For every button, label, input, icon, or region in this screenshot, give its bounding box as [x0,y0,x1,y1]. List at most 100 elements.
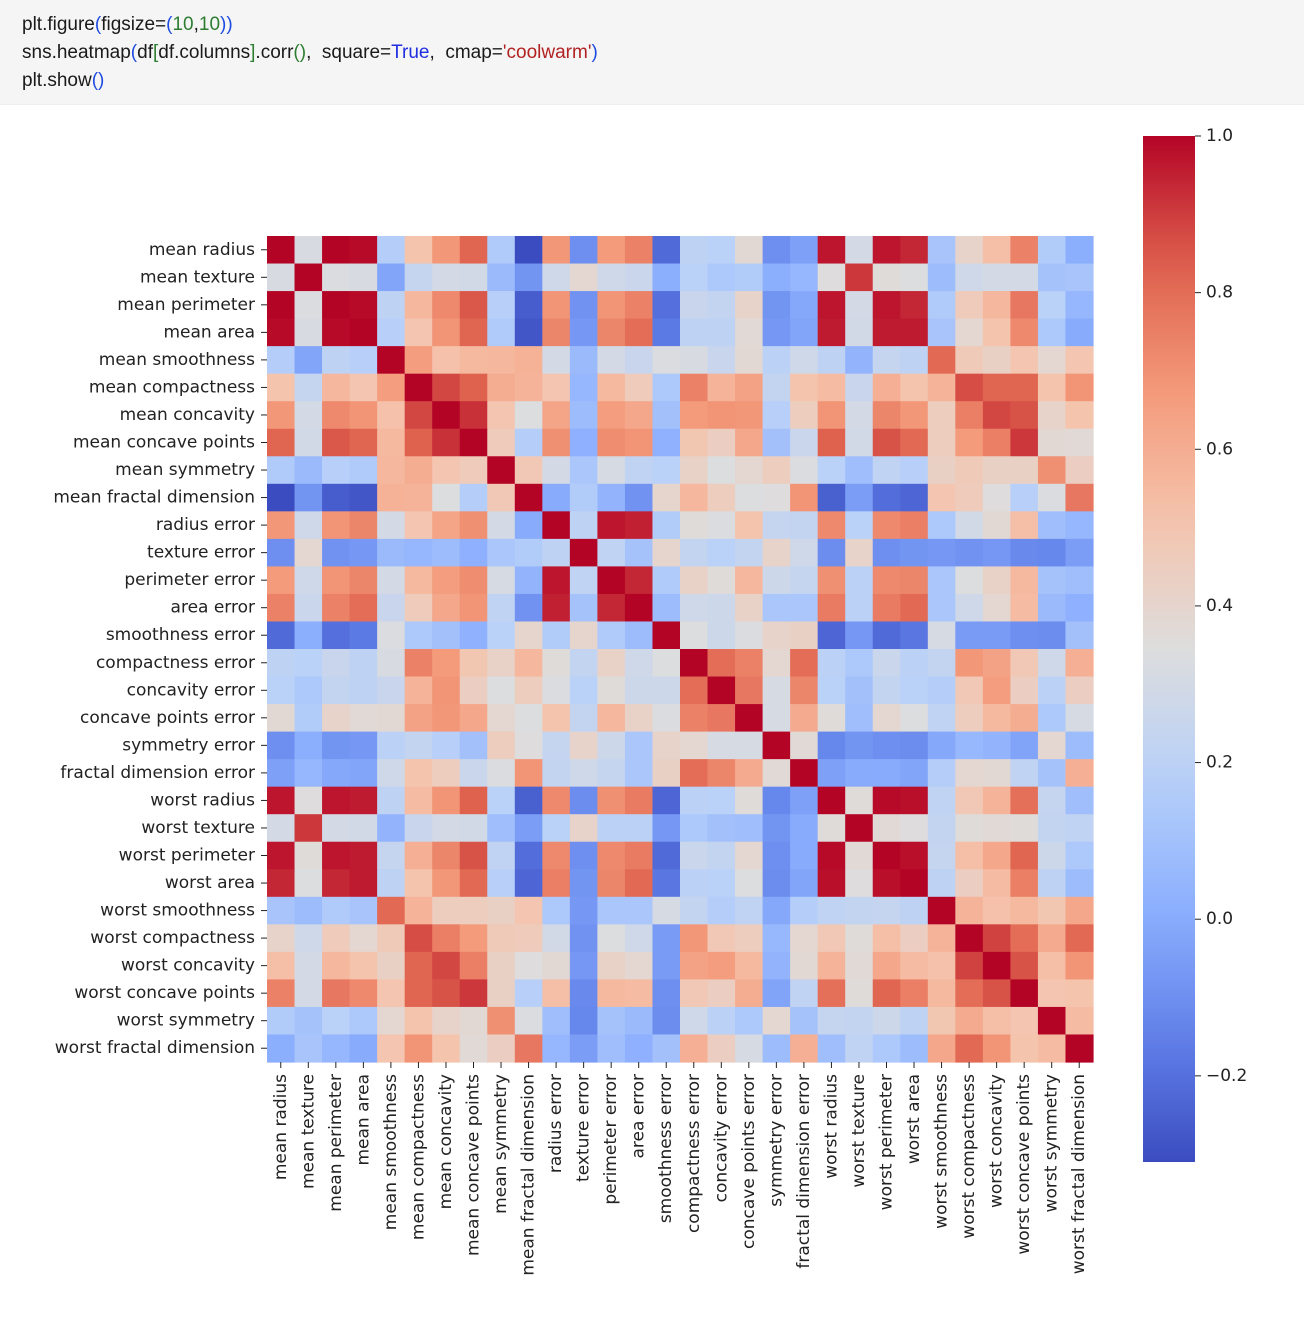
heatmap-cell [927,814,956,843]
x-tick-label: mean smoothness [381,1074,401,1230]
heatmap-cell [542,236,571,265]
heatmap-cell [377,759,406,788]
heatmap-cell [845,759,874,788]
heatmap-cell [1037,676,1067,705]
x-tick-label: mean perimeter [326,1074,346,1212]
heatmap-cell [569,731,598,760]
heatmap-cell [569,896,598,925]
heatmap-cell [900,318,929,347]
heatmap-cell [1065,814,1094,843]
heatmap-cell [1065,291,1094,320]
heatmap-cell [1065,951,1094,980]
heatmap-cell [872,428,901,457]
heatmap-cell [955,236,984,265]
code-token: 10 [198,14,221,35]
heatmap-cell [680,538,709,567]
heatmap-cell [872,456,901,485]
heatmap-cell [927,593,956,623]
heatmap-cell [514,373,543,402]
heatmap-cell [982,869,1011,898]
heatmap-cell [294,346,323,375]
heatmap-cell [680,346,709,375]
code-token: () [293,42,307,63]
heatmap-cell [955,1034,984,1063]
heatmap-cell [514,924,543,953]
code-token: True [391,42,430,63]
heatmap-cell [432,814,461,843]
heatmap-cell [1065,979,1094,1008]
heatmap-cell [900,621,929,650]
heatmap-cell [790,814,819,843]
heatmap-cell [569,759,598,788]
heatmap-cell [349,373,378,402]
heatmap-cell [735,401,764,430]
heatmap-cell [624,346,654,375]
heatmap-cell [707,759,736,788]
heatmap-cell [404,1034,433,1063]
heatmap-cell [322,704,351,733]
heatmap-cell [735,676,764,705]
x-tick-label: perimeter error [601,1074,621,1205]
heatmap-cell [927,263,956,292]
heatmap-cell [790,786,819,815]
heatmap-cell [432,979,461,1008]
heatmap-cell [845,346,874,375]
heatmap-cell [845,538,874,567]
heatmap-cell [762,593,791,623]
x-tick-label: fractal dimension error [794,1074,814,1269]
heatmap-cell [267,346,296,375]
heatmap-cell [1065,924,1094,953]
code-cell[interactable]: plt.figure(figsize=(10,10)) sns.heatmap(… [0,0,1304,105]
y-axis-labels: mean radius mean texture mean perimeter mea… [53,240,267,1058]
heatmap-cell [1037,786,1067,815]
heatmap-cell [322,786,351,815]
heatmap-cell [982,401,1011,430]
heatmap-cell [597,731,626,760]
heatmap-cell [542,759,571,788]
heatmap-cell [762,951,791,980]
heatmap-cell [790,566,819,595]
heatmap-cell [955,731,984,760]
heatmap-cell [542,456,571,485]
heatmap-cell [927,236,956,265]
heatmap-cell [817,483,846,512]
heatmap-cell [680,731,709,760]
heatmap-cell [597,346,626,375]
heatmap-cell [900,979,929,1008]
heatmap-cell [927,511,956,540]
heatmap-cell [955,593,984,623]
heatmap-cell [597,814,626,843]
heatmap-cell [322,346,351,375]
heatmap-cell [900,1006,929,1036]
heatmap-cell [432,649,461,678]
heatmap-cell [1037,593,1067,623]
heatmap-cell [790,346,819,375]
heatmap-cell [900,841,929,870]
heatmap-cell [817,841,846,870]
heatmap-cell [514,318,543,347]
heatmap-cell [624,456,654,485]
heatmap-cell [735,566,764,595]
heatmap-cell [680,1034,709,1063]
heatmap-cell [542,814,571,843]
heatmap-cell [349,841,378,870]
heatmap-cell [872,951,901,980]
heatmap-cell [487,1034,516,1063]
heatmap-cell [762,731,791,760]
heatmap-cell [432,236,461,265]
heatmap-cell [845,401,874,430]
heatmap-cell [1037,566,1067,595]
heatmap-cell [322,1006,351,1036]
heatmap-cell [1037,1006,1067,1036]
heatmap-cell [294,924,323,953]
heatmap-cell [1010,731,1039,760]
heatmap-cells [267,236,1094,1063]
heatmap-cell [845,869,874,898]
heatmap-cell [707,841,736,870]
heatmap-cell [542,263,571,292]
heatmap-cell [900,896,929,925]
heatmap-cell [707,236,736,265]
heatmap-cell [294,676,323,705]
heatmap-cell [735,841,764,870]
heatmap-cell [349,621,378,650]
